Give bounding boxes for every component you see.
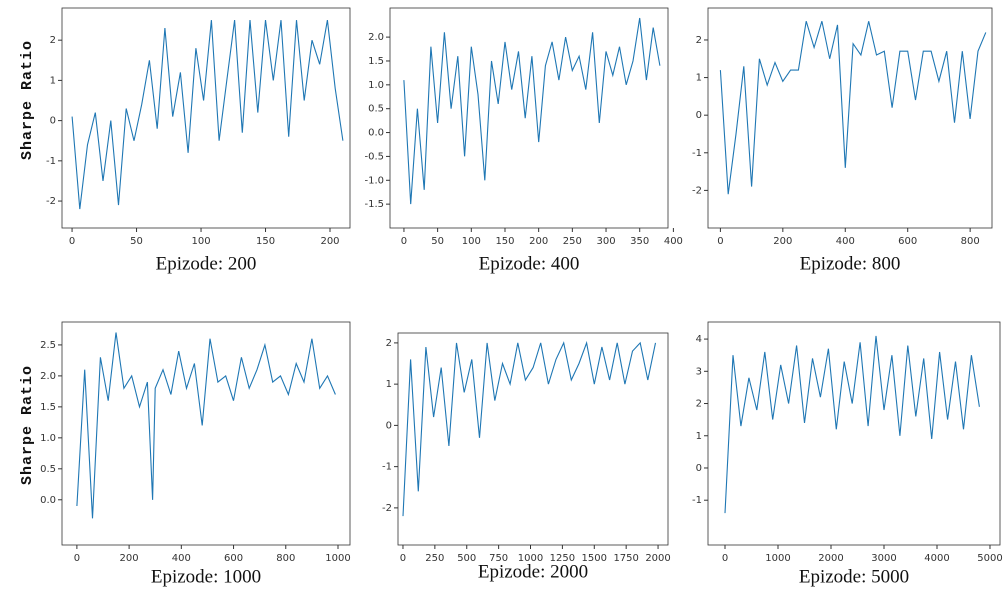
y-tick-label: 2.5: [40, 340, 56, 351]
x-tick-label: 0: [401, 236, 407, 247]
y-tick-label: 1: [696, 431, 702, 442]
x-axis-caption: Epizode: 800: [800, 253, 901, 274]
x-tick-label: 600: [224, 553, 243, 564]
y-tick-label: 2: [50, 35, 56, 46]
x-tick-label: 1000: [325, 553, 350, 564]
y-tick-label: 0.5: [368, 104, 384, 115]
series-line: [76, 332, 336, 519]
x-axis-caption: Epizode: 2000: [478, 561, 588, 582]
plot-frame: [61, 7, 351, 229]
x-tick-label: 0: [400, 553, 406, 564]
x-axis-caption: Epizode: 200: [156, 253, 257, 274]
x-tick-label: 800: [961, 236, 980, 247]
y-tick-label: -2: [382, 503, 392, 514]
y-tick-label: 2.0: [40, 371, 56, 382]
plot-frame: [389, 7, 669, 229]
x-axis-caption: Epizode: 1000: [151, 566, 261, 587]
x-tick-label: 100: [191, 236, 210, 247]
x-tick-label: 1000: [518, 553, 543, 564]
x-tick-label: 200: [120, 553, 139, 564]
series-line: [724, 335, 980, 514]
y-axis-label: Sharpe Ratio: [19, 365, 36, 485]
x-tick-label: 400: [664, 236, 683, 247]
x-tick-label: 350: [630, 236, 649, 247]
series-line: [719, 21, 987, 195]
x-tick-label: 100: [462, 236, 481, 247]
y-tick-label: -1: [46, 156, 56, 167]
x-tick-label: 200: [773, 236, 792, 247]
y-tick-label: -1: [382, 462, 392, 473]
y-tick-label: -2: [692, 185, 702, 196]
y-tick-label: 4: [696, 334, 702, 345]
y-axis-label: Sharpe Ratio: [19, 40, 36, 160]
x-tick-label: 2000: [818, 553, 843, 564]
y-tick-label: 2: [386, 338, 392, 349]
y-tick-label: -1: [692, 495, 702, 506]
x-tick-label: 50: [130, 236, 143, 247]
series-line: [71, 20, 344, 210]
x-tick-label: 4000: [924, 553, 949, 564]
y-tick-label: 0: [696, 110, 702, 121]
x-tick-label: 150: [256, 236, 275, 247]
plot-frame: [707, 321, 1001, 546]
x-tick-label: 1250: [550, 553, 575, 564]
x-tick-label: 150: [495, 236, 514, 247]
x-axis-caption: Epizode: 400: [479, 253, 580, 274]
x-tick-label: 250: [563, 236, 582, 247]
series-line: [403, 17, 661, 205]
x-tick-label: 200: [320, 236, 339, 247]
x-tick-label: 400: [836, 236, 855, 247]
x-tick-label: 0: [74, 553, 80, 564]
y-tick-label: -1.0: [364, 175, 384, 186]
x-tick-label: 0: [717, 236, 723, 247]
y-tick-label: 1.5: [368, 56, 384, 67]
y-tick-label: -1: [692, 148, 702, 159]
x-axis-caption: Epizode: 5000: [799, 566, 909, 587]
x-tick-label: 1500: [582, 553, 607, 564]
y-tick-label: 3: [696, 366, 702, 377]
x-tick-label: 1000: [765, 553, 790, 564]
y-tick-label: 0.5: [40, 464, 56, 475]
series-line: [402, 340, 657, 517]
y-tick-label: 2: [696, 399, 702, 410]
y-tick-label: 1: [696, 73, 702, 84]
x-tick-label: 2000: [645, 553, 670, 564]
y-tick-label: -1.5: [364, 199, 384, 210]
x-tick-label: 250: [425, 553, 444, 564]
y-tick-label: 1: [386, 379, 392, 390]
y-tick-label: 1.0: [368, 80, 384, 91]
x-tick-label: 5000: [977, 553, 1002, 564]
x-tick-label: 3000: [871, 553, 896, 564]
y-tick-label: -0.5: [364, 151, 384, 162]
y-tick-label: -2: [46, 196, 56, 207]
y-tick-label: 1.5: [40, 402, 56, 413]
y-tick-label: 0: [50, 116, 56, 127]
x-tick-label: 800: [276, 553, 295, 564]
y-tick-label: 0.0: [368, 128, 384, 139]
y-tick-label: 1: [50, 75, 56, 86]
y-tick-label: 2.0: [368, 32, 384, 43]
x-tick-label: 600: [898, 236, 917, 247]
x-tick-label: 300: [596, 236, 615, 247]
plot-frame: [707, 7, 993, 229]
x-tick-label: 500: [457, 553, 476, 564]
y-tick-label: 0.0: [40, 495, 56, 506]
x-tick-label: 0: [722, 553, 728, 564]
x-tick-label: 1750: [613, 553, 638, 564]
x-tick-label: 400: [172, 553, 191, 564]
y-tick-label: 0: [386, 420, 392, 431]
x-tick-label: 200: [529, 236, 548, 247]
plot-frame: [61, 321, 351, 546]
y-tick-label: 0: [696, 463, 702, 474]
y-tick-label: 2: [696, 35, 702, 46]
x-tick-label: 50: [431, 236, 444, 247]
x-tick-label: 750: [489, 553, 508, 564]
plot-frame: [397, 332, 669, 546]
y-tick-label: 1.0: [40, 433, 56, 444]
x-tick-label: 0: [69, 236, 75, 247]
